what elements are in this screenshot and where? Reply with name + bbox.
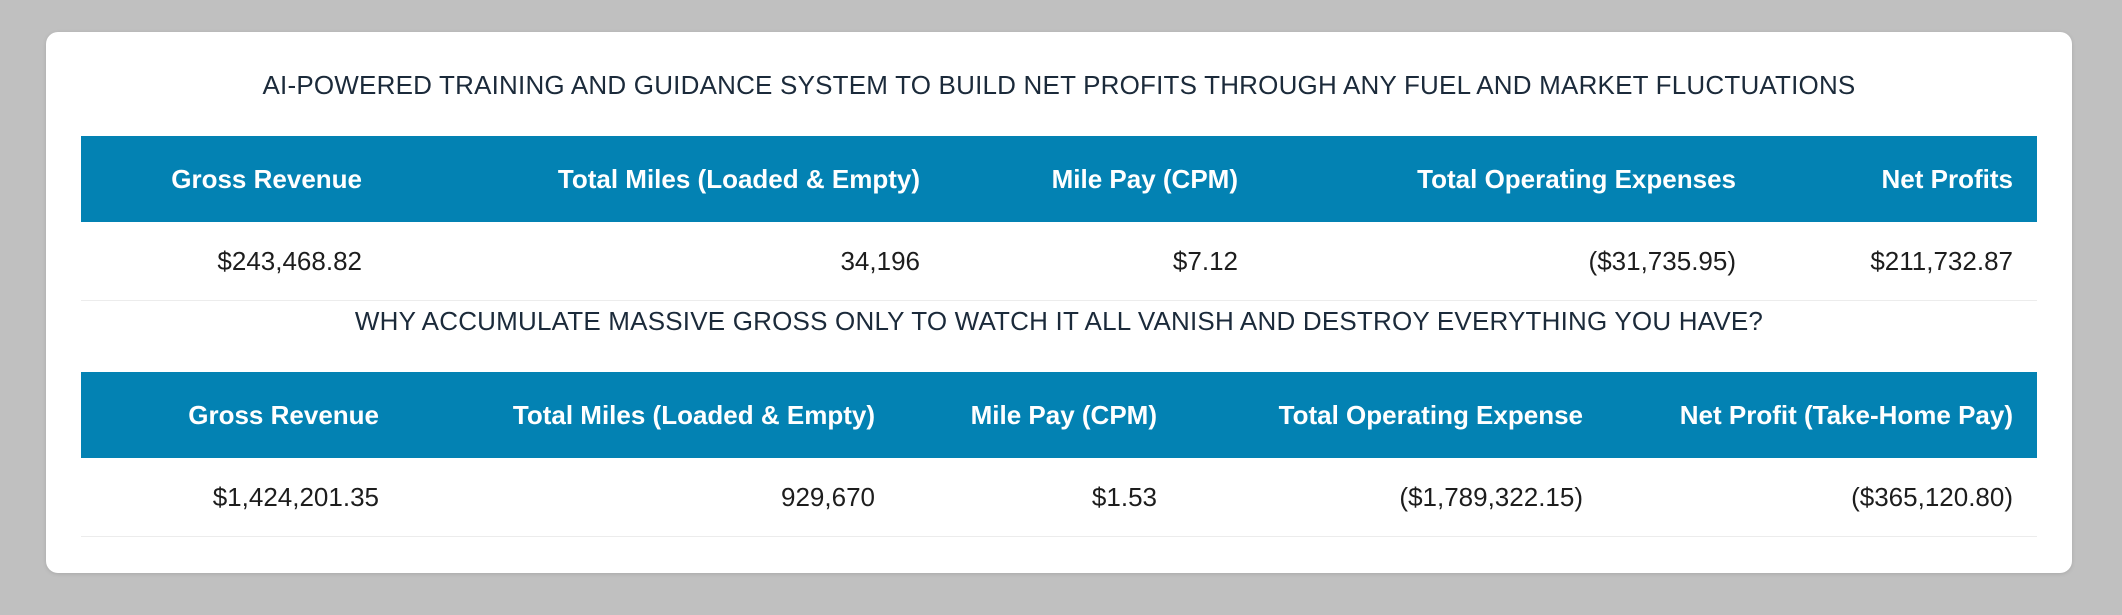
cell-total-miles: 34,196 (386, 222, 944, 301)
profit-table-ai-system: Gross Revenue Total Miles (Loaded & Empt… (81, 136, 2037, 301)
table-header-row: Gross Revenue Total Miles (Loaded & Empt… (81, 136, 2037, 222)
column-header-total-miles: Total Miles (Loaded & Empty) (386, 136, 944, 222)
column-header-net-profits: Net Profits (1760, 136, 2037, 222)
table-header-row: Gross Revenue Total Miles (Loaded & Empt… (81, 372, 2037, 458)
cell-mile-pay: $7.12 (944, 222, 1262, 301)
cell-net-profits: $211,732.87 (1760, 222, 2037, 301)
cell-gross-revenue: $243,468.82 (81, 222, 386, 301)
cell-operating-expenses: ($31,735.95) (1262, 222, 1760, 301)
section-title-ai-system: AI-POWERED TRAINING AND GUIDANCE SYSTEM … (262, 70, 1856, 100)
table-row: $1,424,201.35 929,670 $1.53 ($1,789,322.… (81, 458, 2037, 537)
cell-total-miles: 929,670 (403, 458, 899, 537)
column-header-mile-pay: Mile Pay (CPM) (944, 136, 1262, 222)
cell-mile-pay: $1.53 (899, 458, 1181, 537)
cell-gross-revenue: $1,424,201.35 (81, 458, 403, 537)
column-header-mile-pay: Mile Pay (CPM) (899, 372, 1181, 458)
cell-net-profit-take-home: ($365,120.80) (1607, 458, 2037, 537)
cell-operating-expense: ($1,789,322.15) (1181, 458, 1607, 537)
column-header-gross-revenue: Gross Revenue (81, 136, 386, 222)
column-header-total-miles: Total Miles (Loaded & Empty) (403, 372, 899, 458)
profit-table-comparison: Gross Revenue Total Miles (Loaded & Empt… (81, 372, 2037, 537)
comparison-card: AI-POWERED TRAINING AND GUIDANCE SYSTEM … (46, 32, 2072, 573)
column-header-operating-expense: Total Operating Expense (1181, 372, 1607, 458)
section-title-why-accumulate: WHY ACCUMULATE MASSIVE GROSS ONLY TO WAT… (354, 306, 1764, 336)
column-header-net-profit-take-home: Net Profit (Take-Home Pay) (1607, 372, 2037, 458)
column-header-gross-revenue: Gross Revenue (81, 372, 403, 458)
column-header-operating-expenses: Total Operating Expenses (1262, 136, 1760, 222)
table-row: $243,468.82 34,196 $7.12 ($31,735.95) $2… (81, 222, 2037, 301)
